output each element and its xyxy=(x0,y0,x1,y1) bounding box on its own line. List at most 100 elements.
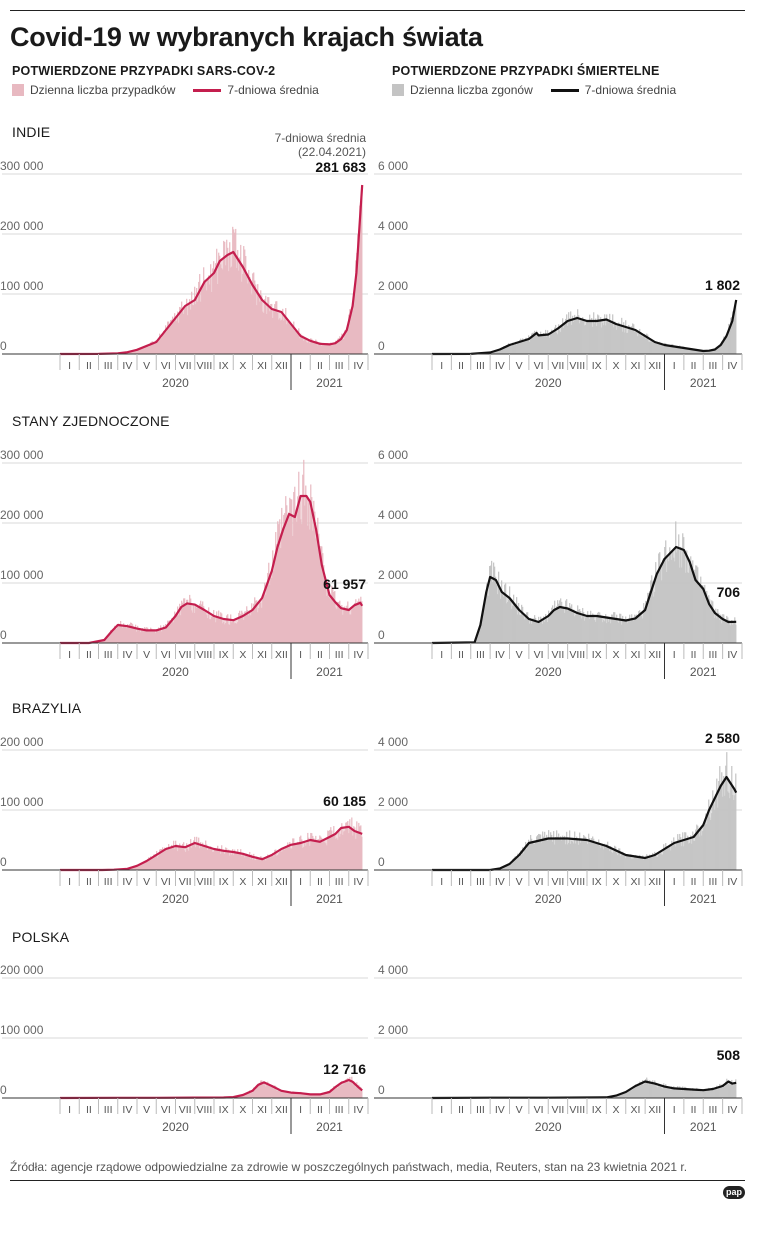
india-annotation-line1: 7-dniowa średnia xyxy=(275,131,367,145)
usa-deaths-month-label: I xyxy=(673,649,676,661)
cases-line-swatch xyxy=(193,88,222,92)
usa-deaths-final-value: 706 xyxy=(717,584,741,600)
usa-cases-year-label: 2020 xyxy=(162,665,189,679)
india-deaths-month-label: IV xyxy=(495,360,505,372)
deaths-legend-bar-label: Dzienna liczba zgonów xyxy=(410,83,533,97)
india-deaths-month-label: I xyxy=(440,360,443,372)
poland-deaths-ytick-label: 0 xyxy=(378,1083,385,1097)
india-deaths-month-label: VI xyxy=(534,360,544,372)
poland-cases-month-label: I xyxy=(299,1104,302,1116)
poland-cases-month-label: VIII xyxy=(196,1104,212,1116)
country-label-brazil: BRAZYLIA xyxy=(12,700,82,716)
brazil-deaths-month-label: XI xyxy=(630,876,640,888)
deaths-section-heading: POTWIERDZONE PRZYPADKI ŚMIERTELNE xyxy=(392,64,660,78)
india-deaths-month-label: III xyxy=(476,360,485,372)
poland-deaths-month-label: XII xyxy=(648,1104,661,1116)
india-cases-month-label: IX xyxy=(219,360,229,372)
brazil-deaths-month-label: VII xyxy=(552,876,565,888)
poland-cases-month-label: XI xyxy=(257,1104,267,1116)
poland-cases-area xyxy=(60,1080,363,1098)
brazil-deaths-month-label: II xyxy=(458,876,464,888)
cases-legend-line-label: 7-dniowa średnia xyxy=(227,83,319,97)
usa-cases-ytick-label: 300 000 xyxy=(0,448,44,462)
india-deaths-year-label: 2021 xyxy=(690,376,717,390)
usa-deaths-month-label: IX xyxy=(592,649,602,661)
india-cases-month-label: II xyxy=(317,360,323,372)
poland-deaths-month-label: III xyxy=(476,1104,485,1116)
cases-legend: Dzienna liczba przypadków 7-dniowa średn… xyxy=(12,83,319,97)
brazil-cases-month-label: XII xyxy=(275,876,288,888)
poland-cases-month-label: II xyxy=(317,1104,323,1116)
india-cases-month-label: I xyxy=(299,360,302,372)
india-cases-ytick-label: 200 000 xyxy=(0,219,44,233)
india-cases-month-label: XII xyxy=(275,360,288,372)
poland-deaths-ytick-label: 2 000 xyxy=(378,1023,408,1037)
usa-deaths-month-label: XI xyxy=(630,649,640,661)
usa-deaths-month-label: II xyxy=(458,649,464,661)
poland-deaths-month-label: II xyxy=(691,1104,697,1116)
brazil-deaths-year-label: 2020 xyxy=(535,892,562,906)
brazil-cases-month-label: VIII xyxy=(196,876,212,888)
poland-cases-avg-line xyxy=(59,1078,363,1100)
brazil-deaths-month-label: V xyxy=(516,876,523,888)
brazil-cases-month-label: IV xyxy=(353,876,363,888)
brazil-cases-month-label: I xyxy=(68,876,71,888)
brazil-deaths-month-label: II xyxy=(691,876,697,888)
deaths-legend: Dzienna liczba zgonów 7-dniowa średnia xyxy=(392,83,676,97)
usa-cases-month-label: IV xyxy=(353,649,363,661)
poland-cases-month-label: VI xyxy=(161,1104,171,1116)
poland-cases-month-label: V xyxy=(143,1104,150,1116)
poland-deaths-month-label: II xyxy=(458,1104,464,1116)
india-deaths-area xyxy=(432,299,737,354)
brazil-cases-month-label: X xyxy=(239,876,246,888)
brazil-deaths-month-label: I xyxy=(673,876,676,888)
india-deaths-month-label: IX xyxy=(592,360,602,372)
india-deaths-year-label: 2020 xyxy=(535,376,562,390)
poland-cases-month-label: II xyxy=(86,1104,92,1116)
usa-cases-month-label: IX xyxy=(219,649,229,661)
cases-section-heading: POTWIERDZONE PRZYPADKI SARS-COV-2 xyxy=(12,64,276,78)
usa-deaths-year-label: 2021 xyxy=(690,665,717,679)
usa-cases-ytick-label: 200 000 xyxy=(0,508,44,522)
usa-cases-ytick-label: 0 xyxy=(0,628,7,642)
usa-deaths-month-label: VI xyxy=(534,649,544,661)
india-cases-final-value: 281 683 xyxy=(315,159,366,175)
usa-deaths-ytick-label: 2 000 xyxy=(378,568,408,582)
brazil-cases-year-label: 2020 xyxy=(162,892,189,906)
poland-deaths-month-label: IV xyxy=(495,1104,505,1116)
usa-cases-avg-line xyxy=(60,494,364,645)
india-cases-year-label: 2020 xyxy=(162,376,189,390)
india-cases-month-label: V xyxy=(143,360,150,372)
india-cases-month-label: VII xyxy=(179,360,192,372)
poland-deaths-month-label: I xyxy=(673,1104,676,1116)
poland-deaths-ytick-label: 4 000 xyxy=(378,963,408,977)
poland-deaths-final-value: 508 xyxy=(717,1047,741,1063)
brazil-deaths-month-label: IV xyxy=(727,876,737,888)
usa-deaths-area xyxy=(432,547,737,643)
poland-deaths-year-label: 2020 xyxy=(535,1120,562,1134)
usa-cases-month-label: VIII xyxy=(196,649,212,661)
brazil-deaths-month-label: VI xyxy=(534,876,544,888)
poland-deaths-month-label: X xyxy=(613,1104,620,1116)
poland-cases-ytick-label: 0 xyxy=(0,1083,7,1097)
brazil-deaths-month-label: III xyxy=(709,876,718,888)
poland-cases-month-label: I xyxy=(68,1104,71,1116)
brazil-deaths-final-value: 2 580 xyxy=(705,730,740,746)
usa-cases-month-label: II xyxy=(317,649,323,661)
poland-cases-final-value: 12 716 xyxy=(323,1061,366,1077)
brazil-deaths-month-label: IX xyxy=(592,876,602,888)
india-deaths-month-label: VIII xyxy=(569,360,585,372)
brazil-cases-month-label: IX xyxy=(219,876,229,888)
bottom-rule xyxy=(10,1180,745,1181)
brazil-cases-month-label: IV xyxy=(122,876,132,888)
usa-deaths-month-label: I xyxy=(440,649,443,661)
poland-deaths-avg-line xyxy=(431,1080,737,1100)
india-cases-area xyxy=(60,185,363,354)
country-label-usa: STANY ZJEDNOCZONE xyxy=(12,413,170,429)
